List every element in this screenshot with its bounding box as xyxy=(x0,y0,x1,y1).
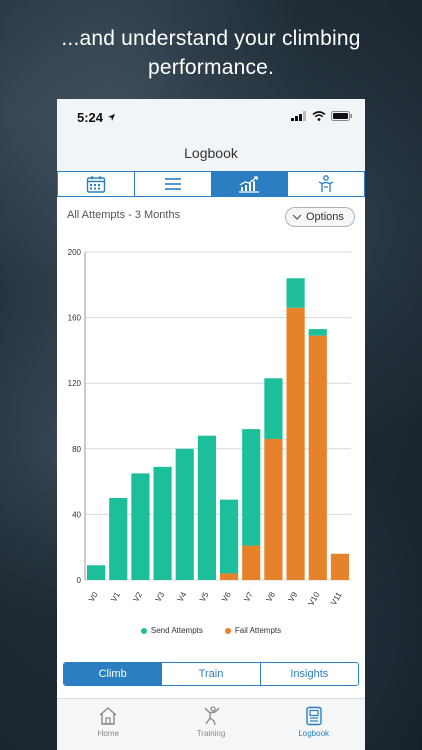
options-button[interactable]: Options xyxy=(285,207,355,227)
wifi-icon xyxy=(312,111,326,121)
legend-send: Send Attempts xyxy=(140,626,203,635)
promo-headline: ...and understand your climbing performa… xyxy=(0,24,422,82)
home-icon xyxy=(99,707,117,725)
tab-logbook-label: Logbook xyxy=(298,729,330,738)
segment-train[interactable]: Train xyxy=(162,663,261,685)
segment-profile[interactable] xyxy=(288,172,364,196)
bar-fail-V9 xyxy=(286,307,305,580)
y-tick-label: 200 xyxy=(68,248,82,257)
tab-bar: Home Training Logbook xyxy=(57,698,365,750)
status-time: 5:24 xyxy=(77,109,104,125)
headline-line-1: ...and understand your climbing xyxy=(61,27,361,50)
y-tick-label: 0 xyxy=(77,576,82,585)
x-tick-label: V10 xyxy=(307,590,322,607)
y-tick-label: 160 xyxy=(68,314,82,323)
location-arrow-icon xyxy=(107,113,116,121)
tab-logbook[interactable]: Logbook xyxy=(262,699,365,750)
x-tick-label: V4 xyxy=(176,590,189,603)
bar-fail-V8 xyxy=(264,438,283,580)
bar-send-V1 xyxy=(109,498,128,580)
bar-send-V2 xyxy=(131,473,150,580)
x-tick-label: V9 xyxy=(287,590,300,603)
bar-send-V7 xyxy=(242,429,261,546)
x-tick-label: V7 xyxy=(242,590,255,603)
x-tick-label: V11 xyxy=(329,590,344,607)
attempts-bar-chart: 0 40 80 120 160 200 V0 V1 V2 V3 V4 V5 V6 V7 V8 V9 V10 V11 xyxy=(68,248,351,607)
bar-send-V4 xyxy=(175,448,194,580)
y-tick-label: 40 xyxy=(72,510,81,519)
x-tick-label: V8 xyxy=(264,590,277,603)
list-icon xyxy=(164,178,181,190)
bar-send-V3 xyxy=(153,466,172,580)
bar-fail-V11 xyxy=(330,553,350,580)
bar-fail-V10 xyxy=(308,335,327,580)
legend-send-swatch xyxy=(140,627,147,634)
bar-fail-V6 xyxy=(219,573,239,580)
view-segmented-control xyxy=(57,171,365,197)
bar-send-V9 xyxy=(286,278,305,308)
legend-fail: Fail Attempts xyxy=(224,626,282,635)
battery-icon xyxy=(331,111,352,121)
legend-fail-label: Fail Attempts xyxy=(234,626,282,635)
segment-calendar[interactable] xyxy=(58,172,135,196)
segment-list[interactable] xyxy=(134,172,212,196)
segment-insights[interactable]: Insights xyxy=(260,663,358,685)
chart-legend: Send Attempts Fail Attempts xyxy=(57,626,365,635)
climber-icon xyxy=(204,706,220,726)
y-tick-label: 120 xyxy=(68,379,82,388)
x-tick-label: V6 xyxy=(220,590,233,603)
options-label: Options xyxy=(306,211,344,223)
legend-send-label: Send Attempts xyxy=(150,626,203,635)
x-tick-label: V1 xyxy=(109,590,122,603)
chevron-down-icon xyxy=(292,214,302,220)
tab-home-label: Home xyxy=(97,729,119,738)
headline-line-2: performance. xyxy=(147,56,275,79)
bar-send-V8 xyxy=(264,378,283,439)
bar-send-V5 xyxy=(197,435,217,580)
climber-icon xyxy=(318,175,334,192)
y-tick-label: 80 xyxy=(72,445,81,454)
chart-title: All Attempts - 3 Months xyxy=(67,209,181,221)
segment-chart[interactable] xyxy=(211,172,289,196)
logbook-icon xyxy=(305,706,322,726)
x-tick-label: V0 xyxy=(87,590,100,603)
status-indicators xyxy=(291,111,353,121)
signal-icon xyxy=(291,111,306,121)
bar-send-V0 xyxy=(86,565,106,580)
tab-training[interactable]: Training xyxy=(160,699,263,750)
legend-fail-swatch xyxy=(224,627,231,634)
x-tick-label: V5 xyxy=(198,590,211,603)
segment-climb[interactable]: Climb xyxy=(64,663,163,685)
chart-icon xyxy=(239,176,260,193)
calendar-icon xyxy=(86,176,106,193)
tab-training-label: Training xyxy=(196,729,226,738)
status-bar: 5:24 xyxy=(57,99,365,135)
bar-send-V10 xyxy=(308,329,327,336)
category-segmented-control: Climb Train Insights xyxy=(63,662,359,686)
bar-fail-V7 xyxy=(242,545,261,580)
x-tick-label: V2 xyxy=(131,590,144,603)
bar-send-V6 xyxy=(219,499,239,574)
phone-screen: 5:24 Logbook xyxy=(57,99,365,750)
tab-home[interactable]: Home xyxy=(57,699,160,750)
chart-header: All Attempts - 3 Months Options xyxy=(57,197,365,231)
nav-title: Logbook xyxy=(57,135,365,171)
x-tick-label: V3 xyxy=(154,590,167,603)
